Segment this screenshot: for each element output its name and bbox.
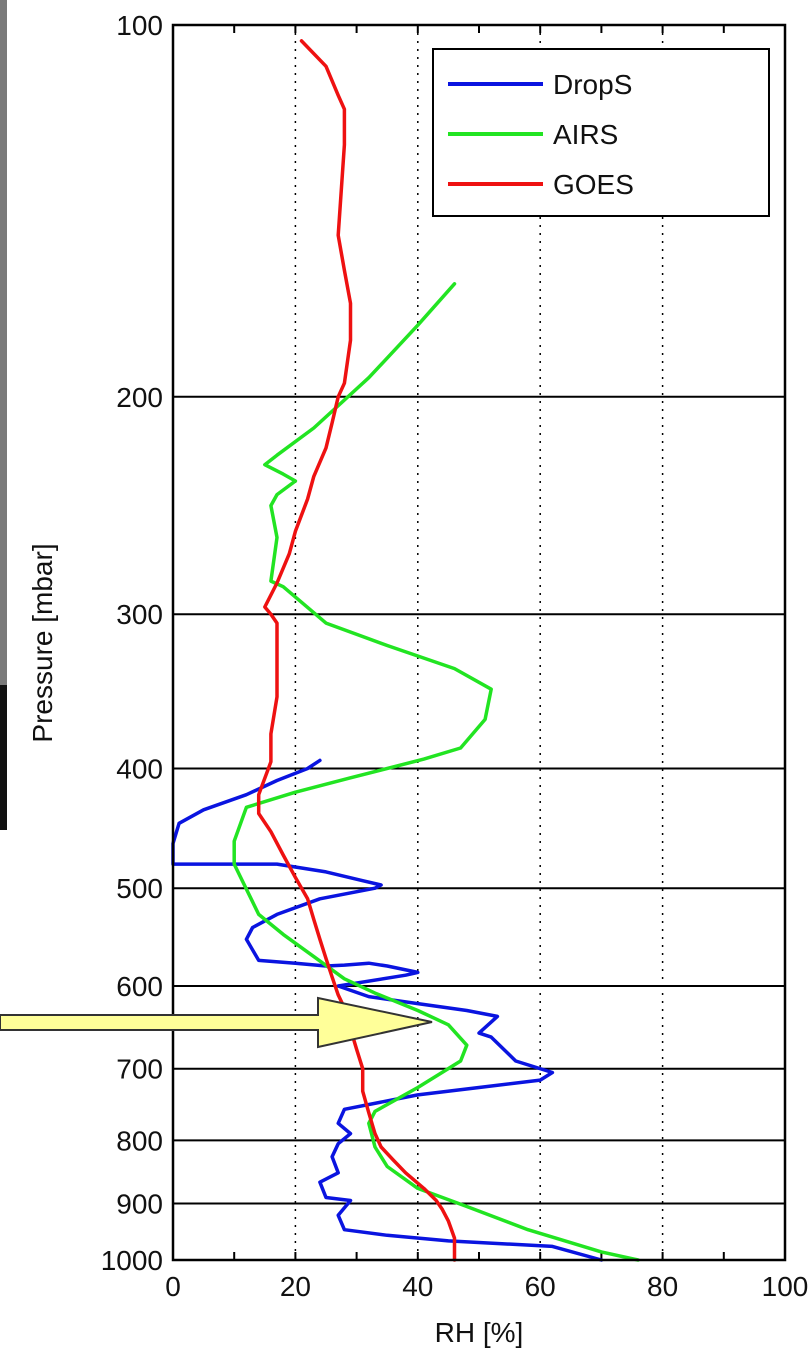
y-tick-labels: 100 200 300 400 500 600 700 800 900 1000 <box>101 10 163 1276</box>
y-tick-label: 1000 <box>101 1245 163 1276</box>
y-tick-label: 600 <box>116 971 163 1002</box>
x-grid <box>294 25 664 1260</box>
legend: DropS AIRS GOES <box>432 48 770 217</box>
y-tick-label: 800 <box>116 1125 163 1156</box>
legend-label-goes: GOES <box>553 169 634 200</box>
annotation-arrow <box>0 996 433 1049</box>
x-tick-label: 40 <box>402 1271 433 1302</box>
x-tick-label: 80 <box>647 1271 678 1302</box>
left-edge-dark-block <box>0 685 7 830</box>
series-layer <box>171 39 640 1262</box>
y-grid <box>173 395 785 1205</box>
y-tick-label: 300 <box>116 599 163 630</box>
legend-label-airs: AIRS <box>553 119 618 150</box>
series-line-goes <box>256 39 457 1262</box>
left-edge-panel <box>0 0 7 830</box>
y-tick-label: 900 <box>116 1188 163 1219</box>
x-tick-label: 60 <box>525 1271 556 1302</box>
series-line-drops <box>171 758 604 1262</box>
plot-area <box>173 25 785 1260</box>
x-axis-label: RH [%] <box>435 1317 524 1348</box>
legend-label-drops: DropS <box>553 69 632 100</box>
x-tick-label: 100 <box>762 1271 809 1302</box>
y-tick-label: 500 <box>116 873 163 904</box>
y-axis-label: Pressure [mbar] <box>27 543 58 742</box>
x-tick-label: 0 <box>165 1271 181 1302</box>
y-tick-label: 700 <box>116 1054 163 1085</box>
plot-frame <box>171 23 787 1262</box>
y-tick-label: 200 <box>116 382 163 413</box>
y-tick-label: 400 <box>116 754 163 785</box>
x-tick-labels: 0 20 40 60 80 100 <box>165 1271 808 1302</box>
y-tick-label: 100 <box>116 10 163 41</box>
x-tick-label: 20 <box>280 1271 311 1302</box>
